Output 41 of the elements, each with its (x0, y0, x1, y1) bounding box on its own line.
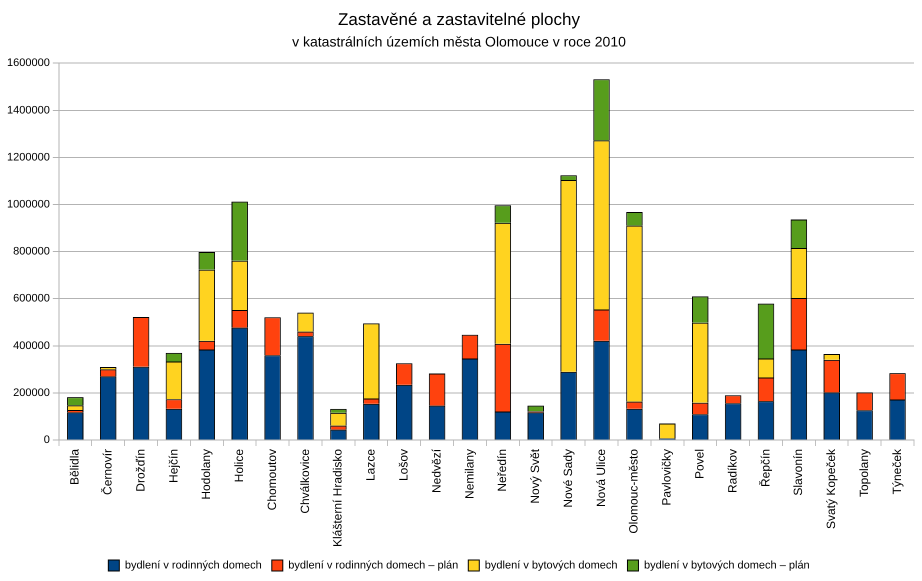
y-tick-label: 1600000 (6, 57, 50, 70)
x-tick-label: Olomouc-město (626, 448, 641, 534)
x-tick-label: Chomoutov (264, 448, 279, 510)
x-tick-label: Pavlovičky (660, 448, 674, 506)
x-tick-label: Slavonín (791, 448, 806, 496)
x-tick-label: Nová Ulice (594, 448, 608, 507)
chart-subtitle: v katastrálních územích města Olomouce v roce 2010 (292, 34, 626, 50)
x-tick-label: Nový Svět (528, 448, 542, 504)
y-tick-label: 0 (44, 434, 50, 446)
x-tick-label: Topolany (856, 448, 871, 498)
x-tick-label: Nové Sady (560, 448, 575, 508)
x-tick-label: Nedvězí (429, 448, 444, 493)
y-tick-label: 1400000 (6, 104, 50, 116)
y-tick-label: 1200000 (6, 151, 50, 164)
x-tick-label: Černovír (100, 448, 114, 495)
legend-label: bydlení v bytových domech (484, 560, 618, 572)
x-tick-label: Týneček (890, 448, 904, 494)
legend-label: bydlení v bytových domech – plán (644, 560, 810, 572)
x-tick-label: Hejčín (166, 448, 180, 483)
x-tick-label: Radíkov (725, 448, 740, 493)
x-tick-label: Neředín (495, 448, 510, 492)
x-tick-label: Svatý Kopeček (824, 448, 838, 530)
y-tick-label: 1000000 (6, 198, 50, 211)
chart-title: Zastavěné a zastavitelné plochy (338, 10, 580, 29)
legend-label: bydlení v rodinných domech – plán (288, 560, 458, 572)
y-tick-label: 600000 (13, 292, 50, 305)
x-tick-label: Nemilany (462, 448, 476, 499)
x-tick-label: Holice (232, 448, 246, 482)
x-tick-label: Bělidla (68, 448, 82, 485)
x-tick-label: Povel (692, 448, 707, 479)
x-tick-label: Drožďín (133, 448, 148, 492)
x-tick-label: Chválkovice (298, 448, 312, 514)
x-tick-label: Klášterní Hradisko (330, 448, 345, 548)
x-tick-label: Lošov (396, 448, 410, 481)
x-tick-label: Lazce (364, 448, 378, 481)
legend-label: bydlení v rodinných domech (124, 560, 262, 572)
y-tick-label: 200000 (13, 386, 50, 399)
x-tick-label: Řepčín (758, 448, 772, 487)
y-tick-label: 400000 (13, 340, 50, 352)
y-tick-label: 800000 (13, 246, 50, 258)
x-tick-label: Hodolany (199, 448, 214, 500)
